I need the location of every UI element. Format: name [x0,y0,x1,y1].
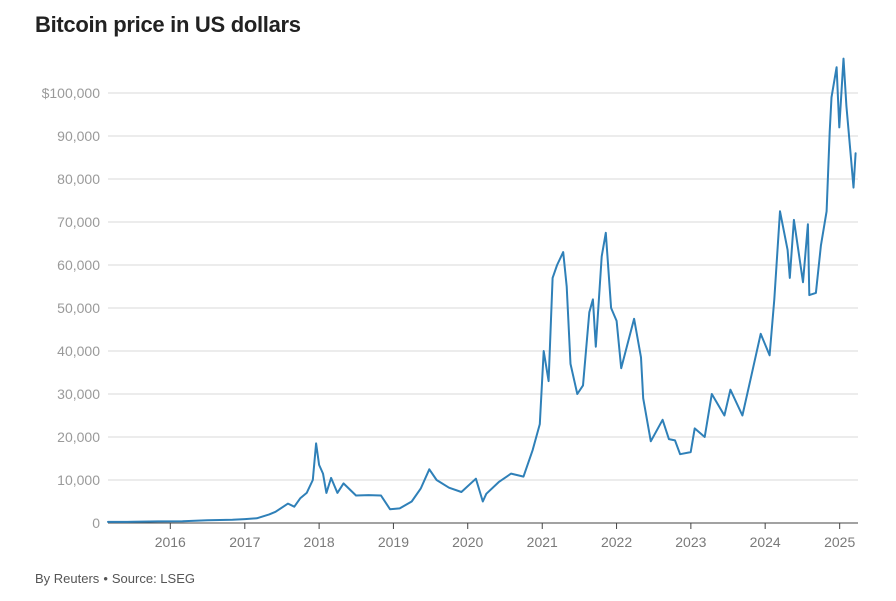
y-tick-label: 20,000 [57,429,100,445]
x-tick-label: 2017 [229,534,260,550]
y-tick-label: 60,000 [57,257,100,273]
x-tick-label: 2023 [675,534,706,550]
x-tick-label: 2021 [527,534,558,550]
x-tick-label: 2020 [452,534,483,550]
y-tick-label: 90,000 [57,128,100,144]
series-layer [107,57,857,523]
x-tick-label: 2024 [750,534,781,550]
x-tick-label: 2022 [601,534,632,550]
price-line [107,57,857,523]
y-tick-label: 10,000 [57,472,100,488]
y-tick-label: 80,000 [57,171,100,187]
grid-lines [108,92,858,481]
chart-title: Bitcoin price in US dollars [35,12,301,37]
x-tick-label: 2025 [824,534,855,550]
x-tick-label: 2019 [378,534,409,550]
y-tick-label: 70,000 [57,214,100,230]
y-tick-label: 50,000 [57,300,100,316]
y-tick-label: 40,000 [57,343,100,359]
x-tick-label: 2018 [304,534,335,550]
source-note: Source: LSEG [111,571,195,586]
chart-footer: By Reuters • Source: LSEG [35,571,195,586]
y-axis-ticks: 0 10,000 20,000 30,000 40,000 50,000 60,000 70,… [42,85,101,531]
y-tick-label: 30,000 [57,386,100,402]
byline: By Reuters [35,571,100,586]
x-tick-label: 2016 [155,534,186,550]
x-axis: 2016 2017 2018 2019 2020 2021 2022 2023 2024 2025 [108,522,858,550]
y-tick-label: 0 [92,515,100,531]
footer-separator: • [103,571,108,586]
y-tick-label: $100,000 [42,85,101,101]
